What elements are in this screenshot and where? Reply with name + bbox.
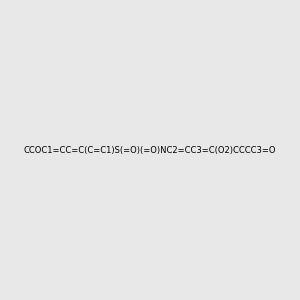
Text: CCOC1=CC=C(C=C1)S(=O)(=O)NC2=CC3=C(O2)CCCC3=O: CCOC1=CC=C(C=C1)S(=O)(=O)NC2=CC3=C(O2)CC… <box>24 146 276 154</box>
